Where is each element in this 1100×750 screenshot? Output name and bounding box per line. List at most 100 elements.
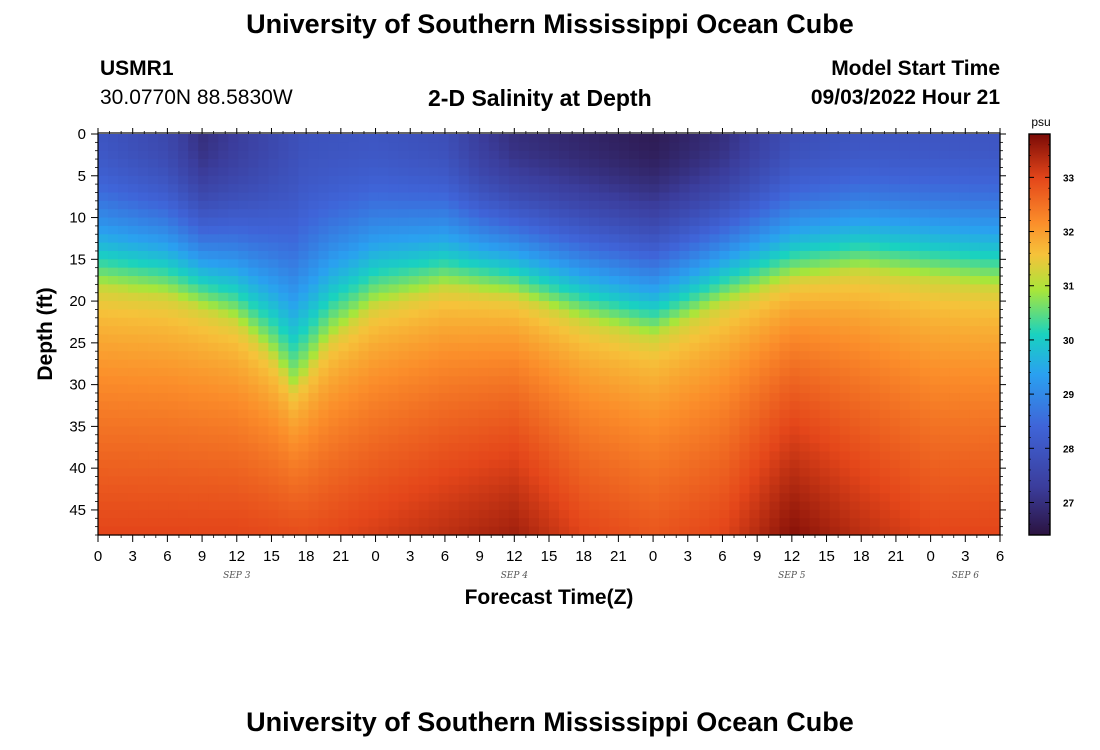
- heatmap-cell: [829, 209, 841, 219]
- heatmap-cell: [308, 317, 320, 327]
- heatmap-cell: [348, 409, 360, 419]
- heatmap-cell: [368, 167, 380, 177]
- heatmap-cell: [789, 184, 801, 194]
- heatmap-cell: [959, 418, 971, 427]
- heatmap-cell: [699, 317, 710, 327]
- heatmap-cell: [518, 209, 530, 219]
- heatmap-cell: [238, 309, 249, 319]
- heatmap-cell: [158, 134, 169, 143]
- heatmap-cell: [849, 242, 861, 252]
- heatmap-cell: [629, 484, 640, 494]
- heatmap-cell: [709, 209, 720, 219]
- heatmap-cell: [689, 250, 700, 260]
- heatmap-cell: [308, 250, 320, 260]
- heatmap-cell: [779, 476, 791, 486]
- heatmap-cell: [278, 476, 290, 486]
- heatmap-cell: [819, 476, 831, 486]
- heatmap-cell: [448, 518, 460, 528]
- heatmap-cell: [709, 167, 720, 177]
- heatmap-cell: [589, 192, 600, 202]
- heatmap-cell: [909, 326, 921, 336]
- heatmap-cell: [218, 317, 229, 327]
- heatmap-cell: [108, 192, 119, 202]
- heatmap-cell: [749, 167, 761, 177]
- heatmap-cell: [959, 434, 971, 444]
- heatmap-cell: [378, 409, 390, 419]
- heatmap-cell: [248, 150, 259, 160]
- heatmap-cell: [318, 200, 330, 210]
- heatmap-cell: [258, 501, 269, 511]
- heatmap-cell: [669, 359, 680, 369]
- heatmap-cell: [188, 409, 199, 419]
- heatmap-cell: [128, 401, 139, 411]
- heatmap-cell: [659, 317, 670, 327]
- heatmap-cell: [689, 301, 700, 311]
- heatmap-cell: [909, 359, 921, 369]
- heatmap-cell: [689, 476, 700, 486]
- heatmap-cell: [599, 309, 610, 319]
- heatmap-cell: [498, 476, 510, 486]
- heatmap-cell: [458, 518, 470, 528]
- heatmap-cell: [939, 484, 951, 494]
- heatmap-cell: [268, 342, 279, 352]
- heatmap-cell: [689, 401, 700, 411]
- heatmap-cell: [388, 426, 400, 436]
- heatmap-cell: [929, 225, 941, 235]
- heatmap-cell: [178, 426, 189, 436]
- heatmap-cell: [98, 418, 109, 427]
- heatmap-cell: [228, 225, 239, 235]
- heatmap-cell: [659, 342, 670, 352]
- heatmap-cell: [709, 376, 720, 386]
- heatmap-cell: [709, 418, 720, 427]
- heatmap-cell: [498, 367, 510, 377]
- heatmap-cell: [298, 284, 310, 294]
- heatmap-cell: [158, 509, 169, 519]
- heatmap-cell: [969, 392, 981, 402]
- heatmap-cell: [689, 234, 700, 244]
- heatmap-cell: [739, 159, 751, 169]
- heatmap-cell: [298, 501, 310, 511]
- heatmap-cell: [108, 142, 119, 152]
- heatmap-cell: [458, 200, 470, 210]
- heatmap-cell: [318, 209, 330, 219]
- heatmap-cell: [619, 209, 630, 219]
- heatmap-cell: [238, 234, 249, 244]
- heatmap-cell: [388, 167, 400, 177]
- heatmap-cell: [759, 359, 771, 369]
- heatmap-cell: [729, 167, 741, 177]
- heatmap-cell: [128, 409, 139, 419]
- heatmap-cell: [809, 392, 821, 402]
- heatmap-cell: [849, 142, 861, 152]
- heatmap-cell: [198, 392, 209, 402]
- heatmap-cell: [128, 292, 139, 302]
- heatmap-cell: [799, 509, 811, 519]
- heatmap-cell: [929, 401, 941, 411]
- heatmap-cell: [508, 401, 520, 411]
- heatmap-cell: [879, 326, 891, 336]
- heatmap-cell: [809, 326, 821, 336]
- heatmap-cell: [859, 426, 871, 436]
- heatmap-cell: [959, 484, 971, 494]
- heatmap-cell: [478, 493, 490, 503]
- heatmap-cell: [98, 351, 109, 361]
- heatmap-cell: [829, 509, 841, 519]
- heatmap-cell: [939, 384, 951, 394]
- heatmap-cell: [488, 418, 500, 427]
- heatmap-cell: [949, 292, 961, 302]
- heatmap-cell: [909, 250, 921, 260]
- heatmap-cell: [769, 493, 781, 503]
- heatmap-cell: [218, 209, 229, 219]
- heatmap-cell: [719, 518, 730, 528]
- heatmap-cell: [438, 225, 450, 235]
- heatmap-cell: [348, 259, 360, 269]
- heatmap-cell: [779, 342, 791, 352]
- heatmap-cell: [559, 342, 570, 352]
- x-tick-label: 0: [649, 548, 657, 565]
- heatmap-cell: [528, 217, 540, 227]
- heatmap-cell: [979, 234, 991, 244]
- heatmap-cell: [98, 501, 109, 511]
- heatmap-cell: [569, 484, 580, 494]
- heatmap-cell: [138, 501, 149, 511]
- heatmap-cell: [859, 526, 871, 536]
- heatmap-cell: [609, 142, 620, 152]
